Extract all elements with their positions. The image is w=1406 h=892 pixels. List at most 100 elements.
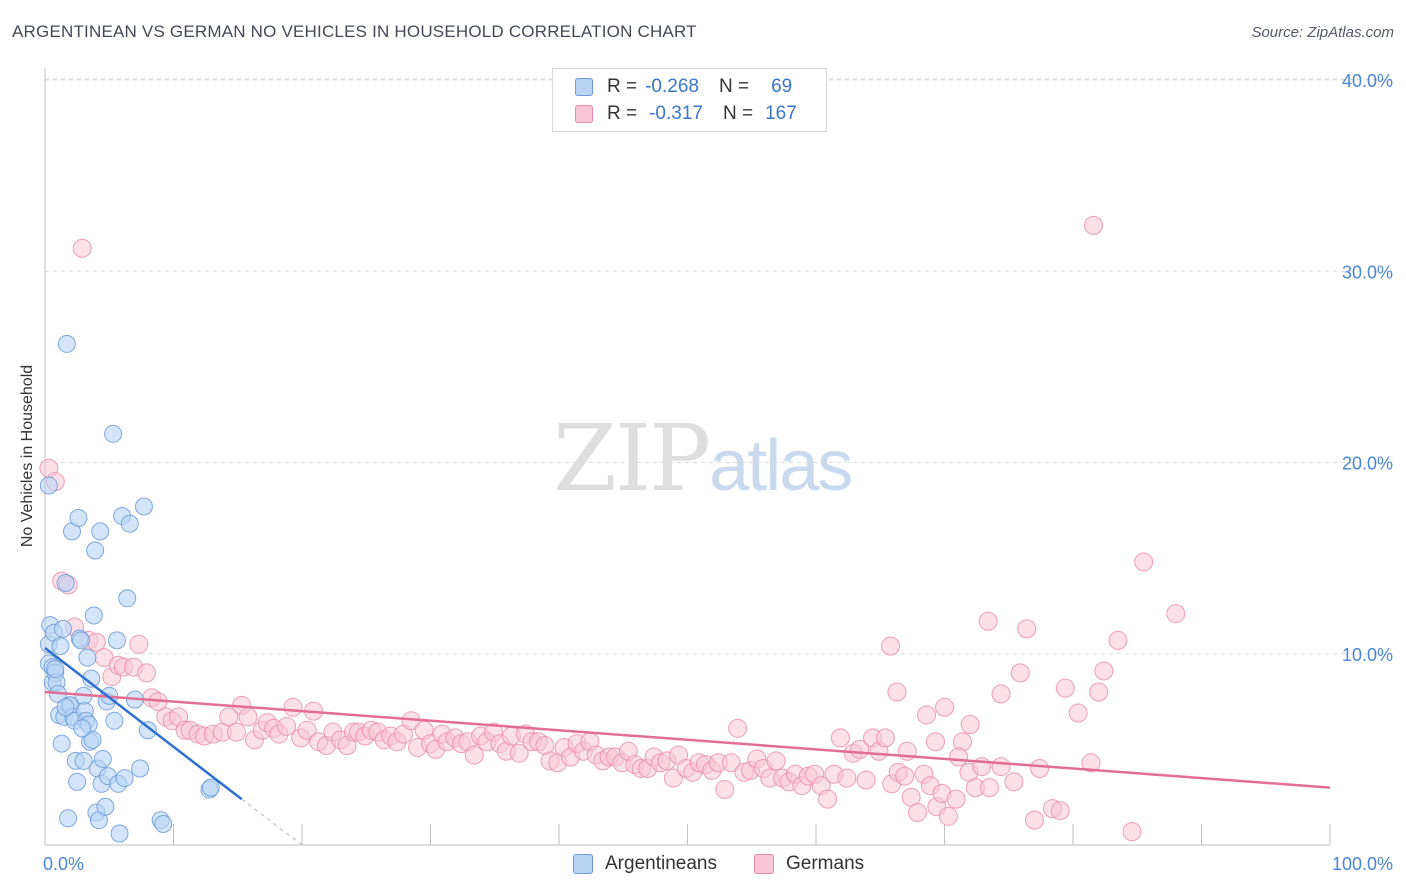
data-point-argentineans: [60, 810, 77, 827]
data-point-germans: [716, 781, 734, 799]
legend-swatch-argentineans: [575, 78, 593, 96]
correlation-legend: R = -0.268 N = 69 R = -0.317 N = 167: [552, 68, 827, 132]
bottom-legend-germans[interactable]: Germans: [754, 852, 864, 876]
x-tick-label-min: 0.0%: [43, 854, 84, 874]
data-point-germans: [918, 706, 936, 724]
data-point-argentineans: [116, 770, 133, 787]
bottom-legend-argentineans[interactable]: Argentineans: [573, 852, 717, 876]
data-point-germans: [838, 769, 856, 787]
data-point-germans: [876, 729, 894, 747]
legend-swatch-germans: [575, 105, 593, 123]
data-point-germans: [888, 683, 906, 701]
legend-swatch-germans: [754, 854, 774, 874]
data-point-germans: [1056, 679, 1074, 697]
data-point-germans: [1123, 823, 1141, 841]
data-point-argentineans: [72, 632, 89, 649]
y-tick-label: 20.0%: [1342, 454, 1393, 474]
data-point-germans: [992, 758, 1010, 776]
data-point-argentineans: [155, 815, 172, 832]
data-point-argentineans: [87, 542, 104, 559]
trend-lines: [45, 648, 1330, 845]
legend-n-value: 167: [765, 103, 797, 125]
data-point-germans: [767, 752, 785, 770]
data-point-argentineans: [94, 750, 111, 767]
data-point-germans: [227, 723, 245, 741]
data-point-argentineans: [135, 498, 152, 515]
data-point-germans: [882, 637, 900, 655]
legend-r-label: R =: [607, 76, 637, 98]
data-point-argentineans: [106, 712, 123, 729]
data-point-germans: [896, 767, 914, 785]
legend-r-label: R =: [607, 103, 637, 125]
data-point-argentineans: [70, 509, 87, 526]
data-point-argentineans: [202, 779, 219, 796]
data-point-argentineans: [57, 574, 74, 591]
data-point-argentineans: [74, 720, 91, 737]
data-point-germans: [130, 635, 148, 653]
grid-lines: [45, 79, 1392, 654]
germans-points: [40, 216, 1185, 840]
legend-label-argentineans: Argentineans: [605, 853, 717, 875]
data-point-germans: [961, 716, 979, 734]
data-point-germans: [819, 790, 837, 808]
data-point-germans: [465, 746, 483, 764]
data-point-germans: [239, 708, 257, 726]
y-tick-label: 10.0%: [1342, 645, 1393, 665]
data-point-germans: [979, 612, 997, 630]
data-point-germans: [950, 748, 968, 766]
data-point-germans: [992, 685, 1010, 703]
data-point-argentineans: [132, 760, 149, 777]
legend-n-label: N =: [719, 76, 749, 98]
data-point-germans: [73, 239, 91, 257]
data-point-germans: [939, 807, 957, 825]
data-point-argentineans: [57, 699, 74, 716]
data-point-argentineans: [52, 638, 69, 655]
x-tick-label-max: 100.0%: [1332, 854, 1393, 874]
legend-swatch-argentineans: [573, 854, 593, 874]
data-point-argentineans: [75, 752, 92, 769]
data-point-argentineans: [97, 798, 114, 815]
legend-label-germans: Germans: [786, 853, 864, 875]
data-point-germans: [1069, 704, 1087, 722]
data-point-argentineans: [108, 632, 125, 649]
y-tick-label: 40.0%: [1342, 71, 1393, 91]
data-point-germans: [947, 790, 965, 808]
data-point-germans: [936, 698, 954, 716]
trend-extrapolation-argentineans: [242, 799, 302, 845]
data-point-germans: [1135, 553, 1153, 571]
data-point-argentineans: [92, 523, 109, 540]
y-tick-label: 30.0%: [1342, 262, 1393, 282]
legend-row-argentineans: R = -0.268 N = 69: [575, 75, 792, 99]
data-point-argentineans: [85, 607, 102, 624]
data-point-germans: [831, 729, 849, 747]
data-point-argentineans: [40, 477, 57, 494]
legend-r-value: -0.317: [649, 103, 703, 125]
data-point-argentineans: [53, 735, 70, 752]
data-point-germans: [980, 779, 998, 797]
legend-n-value: 69: [771, 76, 792, 98]
data-point-germans: [909, 803, 927, 821]
scatter-plot: 10.0% 20.0% 30.0% 40.0% 0.0% 100.0%: [0, 0, 1406, 892]
data-point-germans: [284, 698, 302, 716]
data-point-germans: [1085, 216, 1103, 234]
data-point-germans: [1109, 631, 1127, 649]
data-point-argentineans: [69, 773, 86, 790]
data-point-germans: [1005, 773, 1023, 791]
data-point-germans: [1167, 605, 1185, 623]
data-point-germans: [1011, 664, 1029, 682]
data-point-germans: [1051, 802, 1069, 820]
data-point-argentineans: [79, 649, 96, 666]
data-point-germans: [1025, 811, 1043, 829]
data-point-argentineans: [111, 825, 128, 842]
data-point-argentineans: [121, 515, 138, 532]
data-point-germans: [927, 733, 945, 751]
data-point-argentineans: [47, 661, 64, 678]
legend-r-value: -0.268: [645, 76, 699, 98]
data-point-germans: [1031, 760, 1049, 778]
legend-n-label: N =: [723, 103, 753, 125]
argentineans-points: [40, 335, 219, 842]
data-point-germans: [138, 664, 156, 682]
data-point-argentineans: [119, 590, 136, 607]
legend-row-germans: R = -0.317 N = 167: [575, 102, 797, 126]
data-point-germans: [1095, 662, 1113, 680]
